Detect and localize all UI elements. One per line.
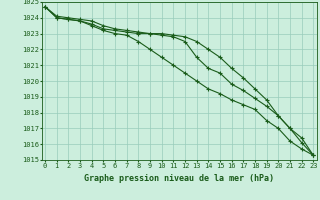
X-axis label: Graphe pression niveau de la mer (hPa): Graphe pression niveau de la mer (hPa) [84,174,274,183]
